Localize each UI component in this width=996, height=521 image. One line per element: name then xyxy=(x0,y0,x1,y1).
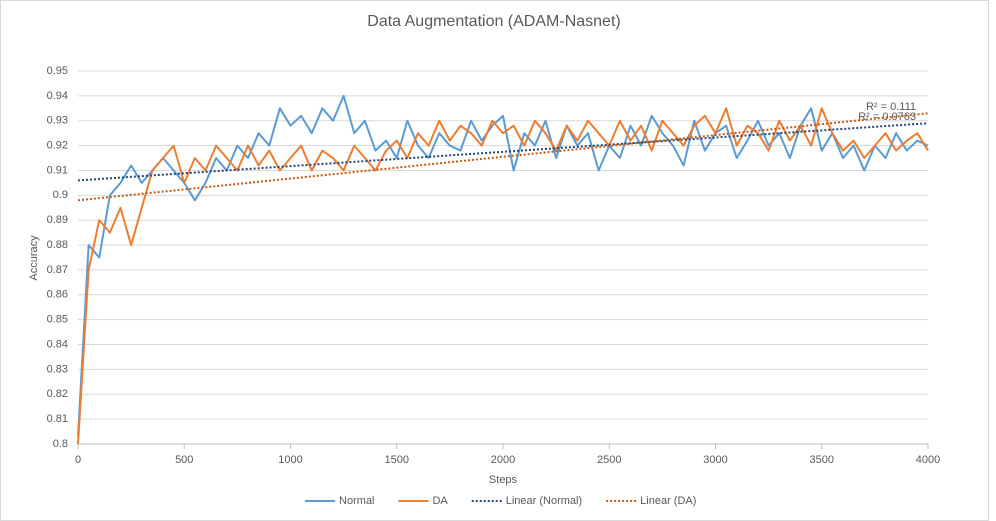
y-tick-label: 0.84 xyxy=(47,338,68,350)
y-tick-label: 0.83 xyxy=(47,363,68,375)
chart-title: Data Augmentation (ADAM-Nasnet) xyxy=(367,13,620,30)
legend-label: Linear (DA) xyxy=(640,495,696,507)
y-tick-label: 0.85 xyxy=(47,314,68,326)
y-axis-label: Accuracy xyxy=(28,235,40,281)
y-tick-label: 0.86 xyxy=(47,289,68,301)
y-tick-label: 0.81 xyxy=(47,413,68,425)
y-tick-label: 0.9 xyxy=(53,189,68,201)
x-tick-label: 1000 xyxy=(278,454,302,466)
legend-label: DA xyxy=(432,495,448,507)
x-tick-label: 0 xyxy=(75,454,81,466)
y-tick-label: 0.89 xyxy=(47,214,68,226)
y-tick-label: 0.92 xyxy=(47,140,68,152)
y-tick-label: 0.91 xyxy=(47,164,68,176)
series-line xyxy=(77,107,929,445)
trend-line xyxy=(77,122,929,182)
x-tick-label: 1500 xyxy=(385,454,409,466)
x-tick-label: 3000 xyxy=(703,454,727,466)
x-tick-label: 500 xyxy=(175,454,193,466)
y-tick-label: 0.93 xyxy=(47,115,68,127)
y-tick-label: 0.95 xyxy=(47,65,68,77)
legend-label: Normal xyxy=(339,495,374,507)
x-tick-label: 2000 xyxy=(491,454,515,466)
x-tick-label: 3500 xyxy=(810,454,834,466)
legend-label: Linear (Normal) xyxy=(506,495,582,507)
y-tick-label: 0.82 xyxy=(47,388,68,400)
series-line xyxy=(77,94,929,437)
y-tick-label: 0.94 xyxy=(47,90,68,102)
trend-label: R² = 0.111 xyxy=(866,101,916,113)
x-tick-label: 2500 xyxy=(597,454,621,466)
trend-line xyxy=(77,112,929,202)
y-tick-label: 0.87 xyxy=(47,264,68,276)
y-tick-label: 0.88 xyxy=(47,239,68,251)
x-axis-label: Steps xyxy=(489,474,518,486)
y-tick-label: 0.8 xyxy=(53,438,68,450)
x-tick-label: 4000 xyxy=(916,454,940,466)
